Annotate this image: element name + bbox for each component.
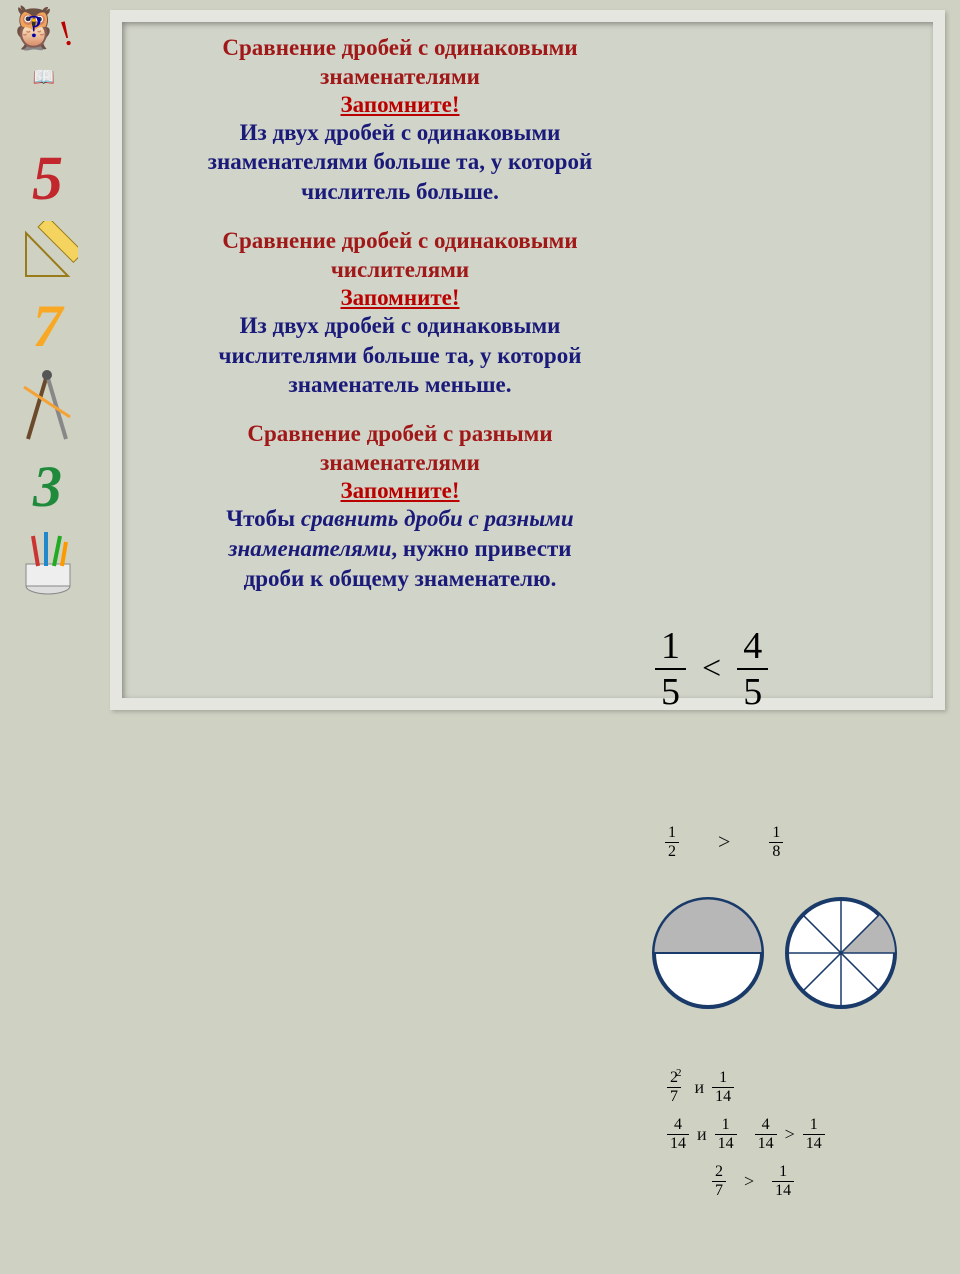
section-1-title-line-1: Сравнение дробей с одинаковыми — [140, 34, 660, 63]
fraction: 114 — [803, 1116, 825, 1153]
pencil-cup-icon — [18, 526, 78, 596]
mascot-owl: ? ! 🦉 📖 — [8, 8, 88, 88]
section-1: Сравнение дробей с одинаковыми знаменате… — [140, 34, 660, 207]
greater-than-icon: > — [785, 1124, 795, 1145]
t-italic: знаменателями — [229, 536, 392, 561]
section-1-remember: Запомните! — [140, 92, 660, 118]
ruler-icon — [18, 221, 78, 286]
fraction: 414 — [667, 1116, 689, 1153]
and-text: и — [695, 1077, 705, 1098]
ex3-row-3: 27 > 114 — [712, 1163, 825, 1200]
decorative-number-3: 3 — [33, 453, 62, 520]
fraction: 114 — [712, 1069, 734, 1106]
compass-icon — [20, 367, 75, 447]
section-2-body-2: числителями больше та, у которой — [140, 341, 660, 371]
section-2-remember: Запомните! — [140, 285, 660, 311]
examples-column: 1 5 < 4 5 1 2 > 1 8 — [645, 614, 915, 1274]
t-italic: сравнить дроби с разными — [301, 506, 574, 531]
circle-diagrams — [649, 894, 900, 1012]
section-1-body-2: знаменателями больше та, у которой — [140, 147, 660, 177]
text-content: Сравнение дробей с одинаковыми знаменате… — [140, 34, 660, 614]
ex3-row-1: 27 2 и 114 — [667, 1069, 825, 1106]
section-1-title-line-2: знаменателями — [140, 63, 660, 92]
decorative-sidebar: ? ! 🦉 📖 5 7 3 — [0, 0, 95, 720]
fraction: 114 — [772, 1163, 794, 1200]
greater-than-icon: > — [744, 1171, 754, 1192]
book-icon: 📖 — [33, 67, 55, 88]
section-3: Сравнение дробей с разными знаменателями… — [140, 420, 660, 593]
question-mark-icon: ? — [28, 8, 42, 45]
circle-half-icon — [649, 894, 767, 1012]
greater-than-icon: > — [718, 829, 730, 854]
section-3-body-2: знаменателями, нужно привести — [140, 534, 660, 564]
section-1-body-1: Из двух дробей с одинаковыми — [140, 118, 660, 148]
fraction: 27 — [712, 1163, 726, 1200]
superscript: 2 — [676, 1067, 682, 1079]
ex3-row-2: 414 и 114 414 > 114 — [667, 1116, 825, 1153]
fraction: 114 — [715, 1116, 737, 1153]
fraction-1-8: 1 8 — [769, 824, 783, 861]
decorative-number-5: 5 — [32, 144, 63, 215]
and-text: и — [697, 1124, 707, 1145]
t: , нужно привести — [391, 536, 571, 561]
decorative-number-7: 7 — [33, 292, 63, 361]
less-than-icon: < — [702, 650, 721, 687]
section-2-body-3: знаменатель меньше. — [140, 370, 660, 400]
section-3-body-1: Чтобы сравнить дроби с разными — [140, 504, 660, 534]
example-2: 1 2 > 1 8 — [665, 824, 783, 861]
section-1-body-3: числитель больше. — [140, 177, 660, 207]
fraction: 414 — [755, 1116, 777, 1153]
section-2-body-1: Из двух дробей с одинаковыми — [140, 311, 660, 341]
t: Чтобы — [226, 506, 301, 531]
section-2-title-line-1: Сравнение дробей с одинаковыми — [140, 227, 660, 256]
fraction-1-2: 1 2 — [665, 824, 679, 861]
fraction-4-5: 4 5 — [737, 624, 768, 714]
main-frame: Сравнение дробей с одинаковыми знаменате… — [110, 10, 945, 710]
fraction-1-5: 1 5 — [655, 624, 686, 714]
section-3-body-3: дроби к общему знаменателю. — [140, 564, 660, 594]
example-1: 1 5 < 4 5 — [655, 624, 768, 714]
section-2: Сравнение дробей с одинаковыми числителя… — [140, 227, 660, 400]
section-3-remember: Запомните! — [140, 478, 660, 504]
section-3-title-line-2: знаменателями — [140, 449, 660, 478]
circle-eighth-icon — [782, 894, 900, 1012]
section-3-title-line-1: Сравнение дробей с разными — [140, 420, 660, 449]
example-3: 27 2 и 114 414 и 114 414 > 114 27 > 114 — [667, 1069, 825, 1210]
section-2-title-line-2: числителями — [140, 256, 660, 285]
